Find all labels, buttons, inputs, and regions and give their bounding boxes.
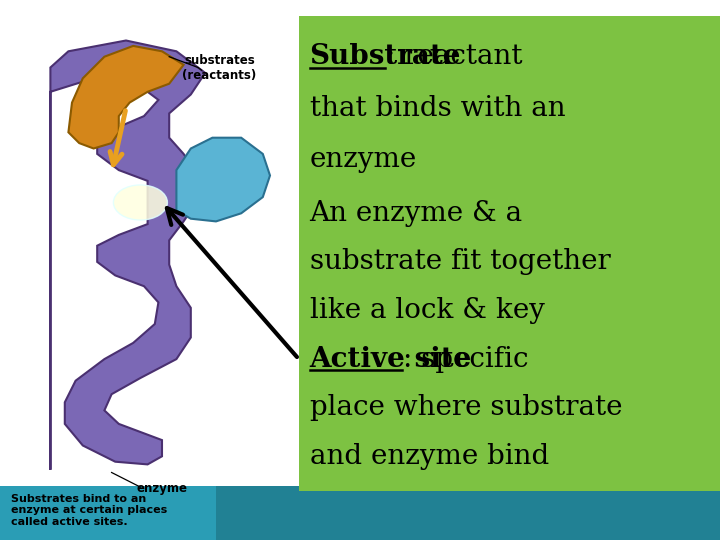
Text: Active site: Active site [310, 346, 472, 373]
Ellipse shape [114, 185, 167, 220]
Text: An enzyme & a: An enzyme & a [310, 200, 523, 227]
Text: Substrate: Substrate [310, 43, 461, 70]
Text: enzyme: enzyme [310, 146, 417, 173]
Text: Substrates bind to an
enzyme at certain places
called active sites.: Substrates bind to an enzyme at certain … [11, 494, 167, 527]
Polygon shape [176, 138, 270, 221]
Text: : specific: : specific [403, 346, 528, 373]
Text: like a lock & key: like a lock & key [310, 297, 544, 324]
Text: that binds with an: that binds with an [310, 94, 565, 122]
Polygon shape [50, 40, 205, 470]
Text: enzyme: enzyme [137, 482, 187, 495]
Text: : reactant: : reactant [386, 43, 523, 70]
Text: place where substrate: place where substrate [310, 394, 622, 421]
Bar [299, 16, 720, 491]
Text: and enzyme bind: and enzyme bind [310, 443, 549, 470]
Polygon shape [68, 46, 184, 148]
Text: substrates
(reactants): substrates (reactants) [182, 53, 257, 82]
Bar [216, 486, 720, 540]
Bar [0, 486, 720, 540]
Text: substrate fit together: substrate fit together [310, 248, 611, 275]
